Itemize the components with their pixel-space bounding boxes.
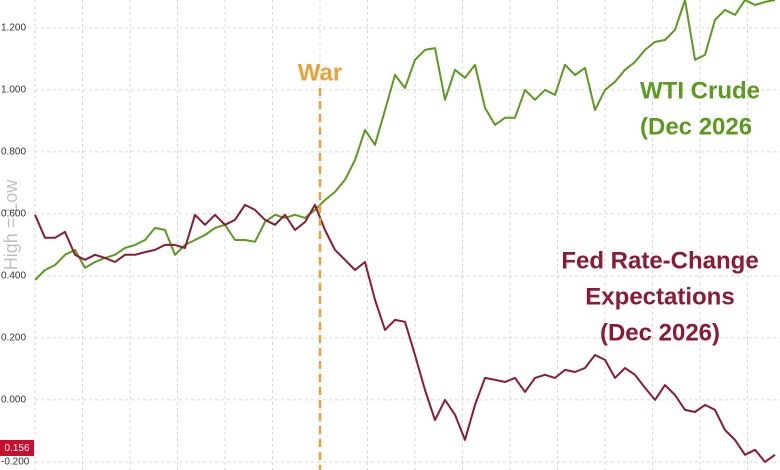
y-tick-label: 1.200: [1, 23, 26, 34]
wti-label: WTI Crude: [640, 77, 760, 104]
event-label: War: [298, 59, 342, 86]
y-tick-label: 0.600: [1, 209, 26, 220]
y-tick-label: 0.000: [1, 395, 26, 406]
vertical-grid: [34, 0, 748, 470]
fed-label: (Dec 2026): [600, 319, 720, 346]
last-value-label: 0.156: [4, 443, 29, 454]
y-tick-label: 1.000: [1, 85, 26, 96]
y-tick-label: 0.400: [1, 271, 26, 282]
last-value-box: [0, 440, 34, 456]
y-axis-label: High = Low: [1, 179, 21, 271]
series-line: [34, 203, 776, 463]
y-tick-label: 0.800: [1, 147, 26, 158]
fed-label: Expectations: [585, 283, 734, 310]
fed-label: Fed Rate-Change: [561, 247, 758, 274]
wti-label: (Dec 2026: [640, 113, 752, 140]
y-tick-label: 0.200: [1, 333, 26, 344]
series-line: [34, 0, 776, 281]
y-tick-label: -0.200: [1, 457, 30, 468]
